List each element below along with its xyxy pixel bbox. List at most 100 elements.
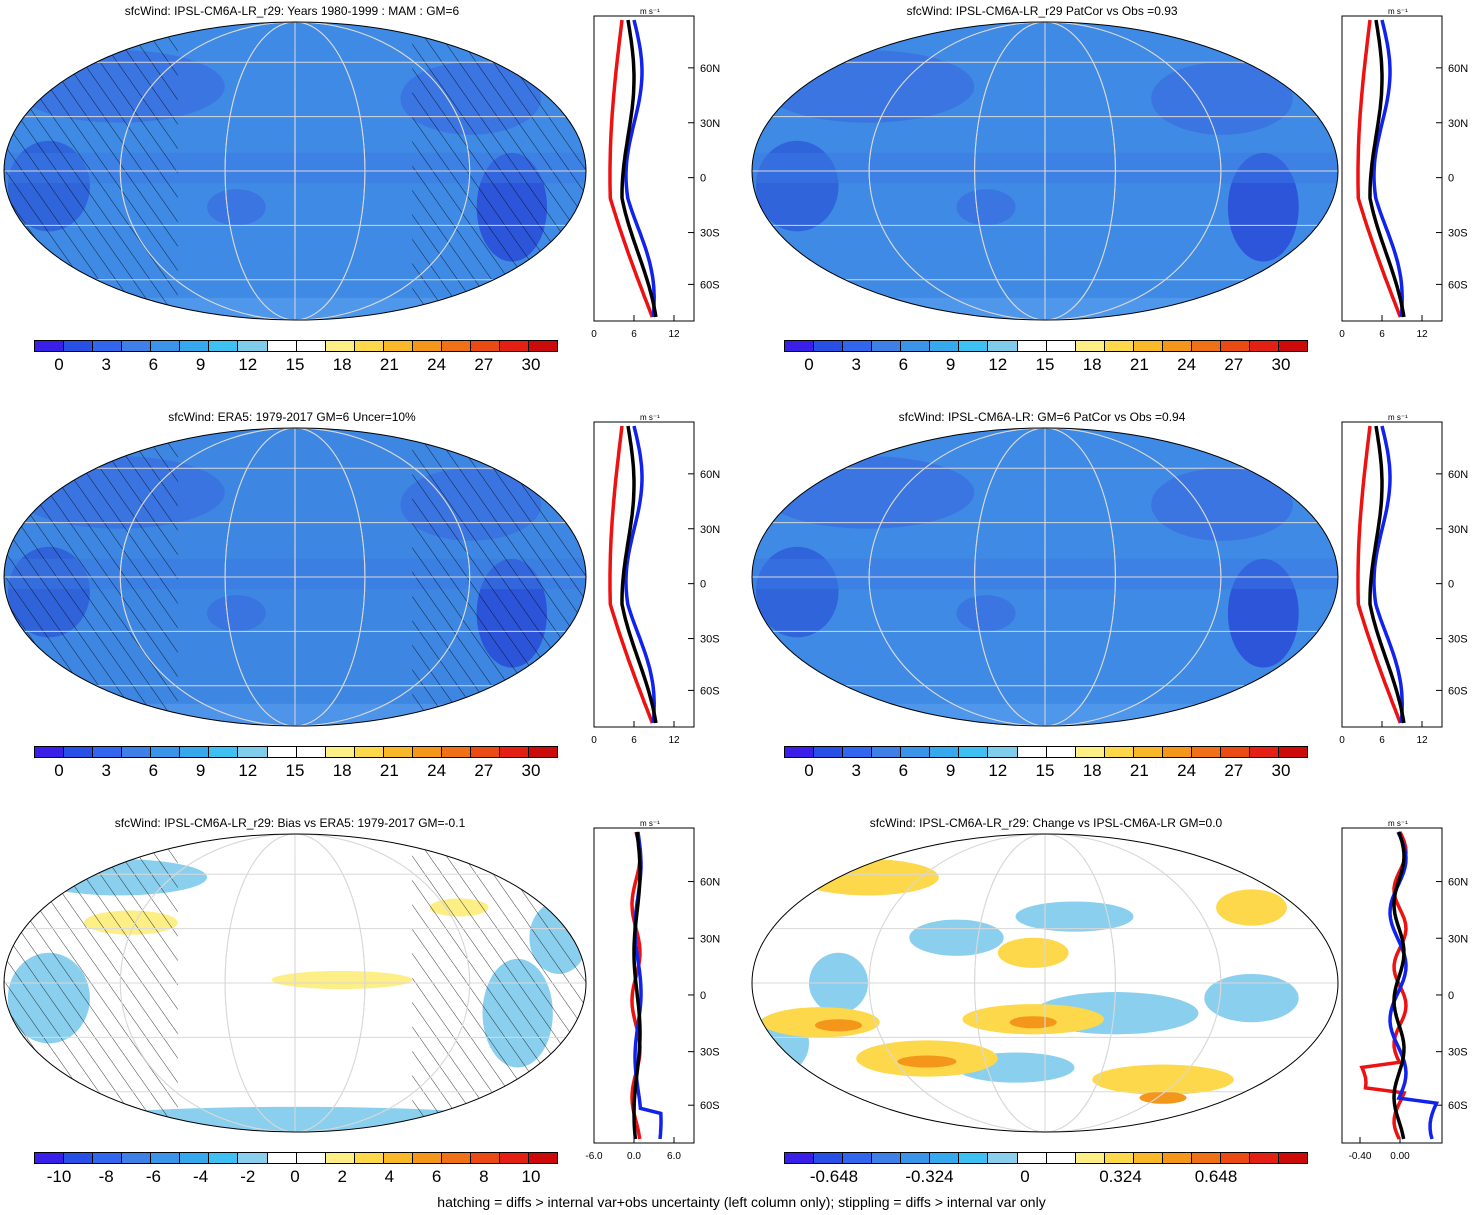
x-tick-label: 12: [1416, 735, 1428, 746]
colorbar-swatch: [122, 341, 152, 351]
colorbar-tick-label: -2: [240, 1167, 256, 1186]
colorbar-swatch: [64, 341, 94, 351]
x-tick-label: 6: [631, 329, 637, 340]
colorbar-swatch: [296, 341, 326, 351]
colorbar-tick-label: 0.324: [1099, 1167, 1142, 1186]
colorbar-tick-label: -0.324: [905, 1167, 954, 1186]
colorbar-tick-label: 6: [148, 761, 159, 780]
colorbar-swatch: [122, 1153, 152, 1163]
colorbar-tick-label: 30: [521, 761, 541, 780]
colorbar-swatch: [441, 341, 471, 351]
map-border: [3, 833, 587, 1133]
panel-title: sfcWind: IPSL-CM6A-LR_r29 PatCor vs Obs …: [906, 4, 1178, 18]
colorbar-swatch: [1279, 1153, 1308, 1163]
colorbar-swatch: [180, 1153, 210, 1163]
colorbar-labels: 0 3 6 9 12 15 18 21 24 27 30: [784, 355, 1306, 375]
colorbar-tick-label: 27: [1224, 355, 1244, 374]
colorbar-tick-label: 0: [54, 355, 64, 374]
colorbar-swatch: [814, 341, 844, 351]
colorbar-tick-label: 30: [1271, 355, 1291, 374]
colorbar-swatch: [209, 1153, 239, 1163]
colorbar-tick-label: 6: [898, 355, 909, 374]
colorbar-labels: 0 3 6 9 12 15 18 21 24 27 30: [34, 761, 556, 781]
lat-tick-label: 30S: [700, 228, 720, 240]
colorbar-swatch: [1191, 747, 1221, 757]
colorbar-swatch: [470, 1153, 500, 1163]
lat-tick-label: 0: [1448, 173, 1454, 185]
ensemble-profile-line: [1368, 425, 1406, 724]
lat-tick-label: 60S: [700, 685, 720, 697]
panel-title: sfcWind: IPSL-CM6A-LR: GM=6 PatCor vs Ob…: [898, 410, 1186, 424]
colorbar-swatch: [500, 1153, 530, 1163]
colorbar-swatch: [383, 1153, 413, 1163]
unit-label: m s⁻¹: [640, 7, 660, 16]
colorbar-swatch: [843, 1153, 873, 1163]
colorbar-tick-label: 21: [1129, 355, 1149, 374]
colorbar-tick-label: 18: [1082, 761, 1102, 780]
model-profile-line: [630, 831, 642, 1140]
lat-tick-label: 30S: [700, 1047, 720, 1059]
colorbar-swatch: [1133, 341, 1163, 351]
colorbar-swatch: [354, 747, 384, 757]
colorbar-swatch: [180, 341, 210, 351]
ensemble-profile-line: [620, 19, 658, 318]
lat-tick-label: 30N: [700, 933, 720, 945]
colorbar-tick-label: 18: [332, 761, 352, 780]
lat-tick-label: 30N: [1448, 933, 1468, 945]
lat-tick-label: 30N: [1448, 524, 1468, 536]
colorbar-swatch: [1046, 747, 1076, 757]
colorbar-tick-label: 24: [1177, 761, 1197, 780]
colorbar-swatch: [1162, 747, 1192, 757]
colorbar-swatch: [872, 341, 902, 351]
colorbar-swatch: [1220, 341, 1250, 351]
australia-landmass: [956, 595, 1016, 632]
colorbar-swatch: [1279, 747, 1308, 757]
colorbar-tick-label: 21: [379, 761, 399, 780]
colorbar-tick-label: 0: [290, 1167, 300, 1186]
zonal-profile: m s⁻¹ 60N 30N 0 30S 60S 0 6 12: [1339, 413, 1468, 746]
colorbar-swatch: [1017, 747, 1047, 757]
colorbar-tick-label: 6: [898, 761, 909, 780]
x-tick-label: 0: [591, 329, 597, 340]
australia-landmass: [207, 189, 266, 226]
colorbar-tick-label: 4: [384, 1167, 395, 1186]
panel-title: sfcWind: IPSL-CM6A-LR_r29: Change vs IPS…: [869, 816, 1223, 830]
colorbar-tick-label: 0.648: [1194, 1167, 1238, 1186]
colorbar-swatch: [901, 747, 931, 757]
world-map: [751, 21, 1339, 321]
unit-label: m s⁻¹: [640, 819, 660, 828]
colorbar-tick-label: -8: [98, 1167, 114, 1186]
colorbar-swatch: [930, 747, 960, 757]
colorbar-tick-label: 0: [54, 761, 64, 780]
colorbar-swatch: [325, 341, 355, 351]
colorbar-swatch: [843, 341, 873, 351]
colorbar-swatch: [988, 341, 1018, 351]
colorbar-swatch: [238, 747, 268, 757]
lat-tick-label: 0: [1448, 579, 1454, 591]
lat-tick-label: 60N: [700, 63, 720, 75]
colorbar: [784, 746, 1308, 758]
colorbar-swatch: [814, 1153, 844, 1163]
obs-profile-line: [1372, 425, 1404, 724]
lat-tick-label: 30N: [700, 524, 720, 536]
colorbar-swatch: [209, 341, 239, 351]
unit-label: m s⁻¹: [640, 413, 660, 422]
colorbar-swatch: [1075, 747, 1105, 757]
lat-tick-label: 0: [700, 579, 706, 591]
colorbar-swatch: [500, 341, 530, 351]
lat-tick-label: 60S: [700, 279, 720, 291]
colorbar-tick-label: 2: [337, 1167, 347, 1186]
x-tick-label: 6: [631, 735, 637, 746]
colorbar-tick-label: 12: [988, 761, 1008, 780]
north-america-landmass: [1151, 468, 1293, 541]
colorbar-swatch: [1017, 341, 1047, 351]
colorbar-tick-label: 30: [521, 355, 541, 374]
obs-profile-line: [624, 19, 656, 318]
colorbar-tick-label: -6: [145, 1167, 161, 1186]
colorbar-swatch: [1075, 1153, 1105, 1163]
colorbar-tick-label: 30: [1271, 761, 1291, 780]
colorbar-swatch: [412, 341, 442, 351]
colorbar-swatch: [238, 341, 268, 351]
colorbar-swatch: [1279, 341, 1308, 351]
colorbar-tick-label: 10: [521, 1167, 541, 1186]
